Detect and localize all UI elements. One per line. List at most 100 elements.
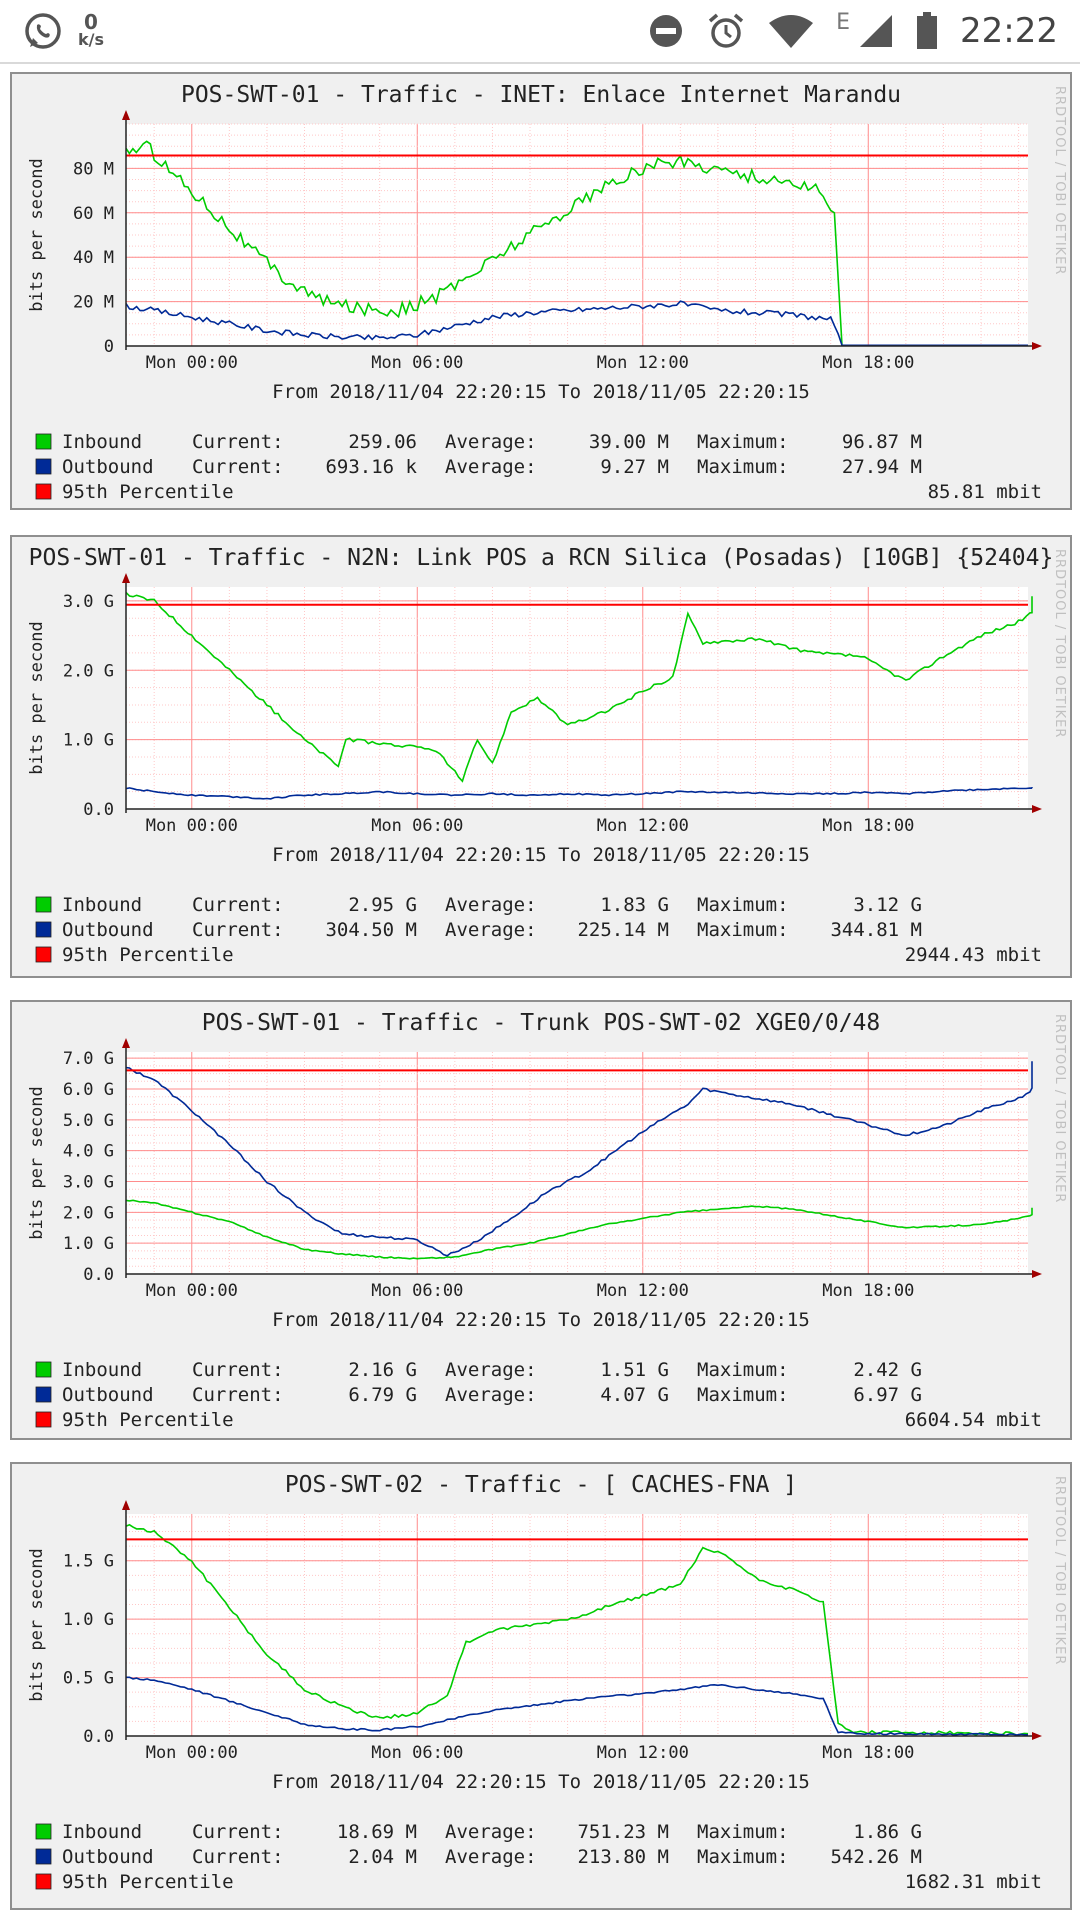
legend-label: Inbound	[62, 1359, 142, 1381]
dnd-icon	[650, 15, 683, 47]
y-tick-label: 2.0 G	[63, 1203, 114, 1223]
inbound-series-line	[125, 591, 1033, 783]
x-tick-label: Mon 18:00	[822, 816, 914, 836]
traffic-graph: POS-SWT-01 - Traffic - INET: Enlace Inte…	[27, 82, 1067, 503]
legend-percentile-label: 95th Percentile	[62, 1409, 234, 1431]
legend-swatch	[35, 1848, 52, 1865]
legend-average-label: Average:	[445, 919, 537, 941]
legend-maximum-label: Maximum:	[697, 431, 789, 453]
legend-current-value: 259.06	[348, 431, 417, 453]
legend-swatch	[35, 1823, 52, 1840]
clock: 22:22	[960, 11, 1058, 51]
legend-average-label: Average:	[445, 894, 537, 916]
y-axis-arrow	[122, 1038, 130, 1048]
legend-maximum-value: 3.12 G	[853, 894, 922, 916]
traffic-graph: POS-SWT-01 - Traffic - Trunk POS-SWT-02 …	[27, 1010, 1067, 1431]
legend-swatch	[35, 1386, 52, 1403]
y-tick-label: 7.0 G	[63, 1049, 114, 1069]
x-tick-label: Mon 18:00	[822, 1281, 914, 1301]
x-tick-label: Mon 18:00	[822, 1743, 914, 1763]
legend-current-label: Current:	[192, 431, 284, 453]
x-axis-arrow	[1032, 1732, 1042, 1740]
chart-subtitle: From 2018/11/04 22:20:15 To 2018/11/05 2…	[272, 381, 810, 403]
y-axis-arrow	[122, 1500, 130, 1510]
chart-subtitle: From 2018/11/04 22:20:15 To 2018/11/05 2…	[272, 844, 810, 866]
chart-subtitle: From 2018/11/04 22:20:15 To 2018/11/05 2…	[272, 1309, 810, 1331]
legend-average-value: 751.23 M	[577, 1821, 669, 1843]
x-tick-label: Mon 12:00	[597, 353, 689, 373]
inbound-series-line	[125, 1199, 1033, 1260]
legend-maximum-label: Maximum:	[697, 1846, 789, 1868]
legend-maximum-value: 542.26 M	[830, 1846, 922, 1868]
y-tick-label: 4.0 G	[63, 1142, 114, 1162]
y-tick-label: 1.0 G	[63, 1234, 114, 1254]
traffic-graph-panel: POS-SWT-01 - Traffic - Trunk POS-SWT-02 …	[10, 1000, 1072, 1440]
legend-swatch	[35, 1411, 52, 1428]
x-axis-arrow	[1032, 805, 1042, 813]
chart-title: POS-SWT-01 - Traffic - INET: Enlace Inte…	[181, 82, 901, 108]
legend-average-value: 225.14 M	[577, 919, 669, 941]
net-speed-unit: k/s	[78, 30, 105, 49]
outbound-series-line	[126, 1676, 1029, 1737]
legend-maximum-label: Maximum:	[697, 1384, 789, 1406]
legend-percentile-label: 95th Percentile	[62, 944, 234, 966]
chart-title: POS-SWT-02 - Traffic - [ CACHES-FNA ]	[285, 1472, 797, 1498]
legend-maximum-label: Maximum:	[697, 456, 789, 478]
y-axis-label: bits per second	[27, 1086, 47, 1240]
x-tick-label: Mon 00:00	[146, 816, 238, 836]
legend-average-label: Average:	[445, 456, 537, 478]
legend-label: Outbound	[62, 919, 154, 941]
x-tick-label: Mon 00:00	[146, 1743, 238, 1763]
legend-percentile-value: 6604.54 mbit	[905, 1409, 1042, 1431]
y-tick-label: 0.0	[83, 1727, 114, 1747]
y-tick-label: 1.5 G	[63, 1552, 114, 1572]
legend-label: Outbound	[62, 1384, 154, 1406]
legend-swatch	[35, 921, 52, 938]
x-tick-label: Mon 06:00	[371, 1743, 463, 1763]
y-tick-label: 0.0	[83, 1265, 114, 1285]
y-tick-label: 5.0 G	[63, 1111, 114, 1131]
legend-swatch	[35, 1361, 52, 1378]
legend-current-value: 2.95 G	[348, 894, 417, 916]
plot-area	[126, 1052, 1028, 1274]
legend-maximum-value: 6.97 G	[853, 1384, 922, 1406]
legend-current-label: Current:	[192, 456, 284, 478]
legend-average-label: Average:	[445, 431, 537, 453]
x-axis-arrow	[1032, 1270, 1042, 1278]
legend-average-value: 1.83 G	[600, 894, 669, 916]
y-tick-label: 3.0 G	[63, 592, 114, 612]
x-tick-label: Mon 00:00	[146, 353, 238, 373]
alarm-icon	[708, 13, 744, 48]
x-axis-arrow	[1032, 342, 1042, 350]
x-tick-label: Mon 06:00	[371, 816, 463, 836]
legend-label: Outbound	[62, 1846, 154, 1868]
y-axis-arrow	[122, 573, 130, 583]
legend-maximum-label: Maximum:	[697, 1821, 789, 1843]
outbound-series-line	[125, 1061, 1033, 1257]
legend-average-label: Average:	[445, 1384, 537, 1406]
legend-current-label: Current:	[192, 1359, 284, 1381]
x-tick-label: Mon 06:00	[371, 353, 463, 373]
net-speed: 0 k/s	[78, 12, 105, 49]
legend-swatch	[35, 433, 52, 450]
y-tick-label: 0.0	[83, 800, 114, 820]
traffic-graph-panel: POS-SWT-02 - Traffic - [ CACHES-FNA ] RRD…	[10, 1462, 1072, 1910]
legend-average-value: 9.27 M	[600, 456, 669, 478]
legend-maximum-value: 27.94 M	[842, 456, 922, 478]
y-tick-label: 2.0 G	[63, 661, 114, 681]
traffic-graph-panel: POS-SWT-01 - Traffic - N2N: Link POS a R…	[10, 535, 1072, 978]
legend-current-value: 693.16 k	[325, 456, 417, 478]
legend-average-label: Average:	[445, 1359, 537, 1381]
legend-maximum-label: Maximum:	[697, 919, 789, 941]
chart-title: POS-SWT-01 - Traffic - N2N: Link POS a R…	[29, 545, 1054, 571]
y-axis-arrow	[122, 110, 130, 120]
chart-watermark: RRDTOOL / TOBI OETIKER	[1052, 1014, 1067, 1203]
traffic-graph-panel: POS-SWT-01 - Traffic - INET: Enlace Inte…	[10, 72, 1072, 510]
chart-subtitle: From 2018/11/04 22:20:15 To 2018/11/05 2…	[272, 1771, 810, 1793]
y-tick-label: 60 M	[73, 204, 114, 224]
y-tick-label: 80 M	[73, 159, 114, 179]
legend-current-label: Current:	[192, 894, 284, 916]
legend-current-value: 304.50 M	[325, 919, 417, 941]
y-axis-label: bits per second	[27, 158, 47, 312]
legend-percentile-value: 1682.31 mbit	[905, 1871, 1042, 1893]
